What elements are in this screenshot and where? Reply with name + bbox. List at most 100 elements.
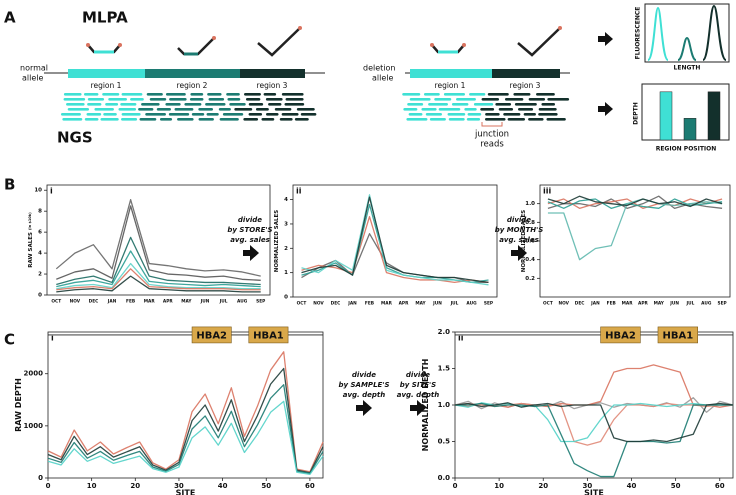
transform-text: by SAMPLE'S	[339, 381, 390, 389]
series-line	[55, 199, 261, 277]
read	[266, 113, 279, 116]
probe-end	[462, 43, 466, 47]
read	[190, 93, 204, 96]
bar	[683, 118, 697, 141]
read	[130, 98, 144, 101]
x-tick-label: NOV	[313, 301, 324, 307]
read	[255, 108, 269, 111]
y-axis-label: NORMALIZED SALES	[274, 210, 280, 272]
axis-label: FLUORESCENCE	[635, 7, 642, 60]
panel-label: C	[4, 331, 15, 349]
read	[189, 98, 204, 101]
probe	[257, 27, 301, 57]
series-line	[56, 262, 261, 290]
region	[410, 69, 492, 78]
x-tick-label: NOV	[70, 299, 81, 305]
read	[495, 103, 512, 106]
read	[174, 108, 194, 111]
region-label: region 1	[91, 81, 122, 90]
read	[227, 98, 241, 101]
read	[285, 98, 304, 101]
read	[83, 93, 99, 96]
y-tick-label: 0.6	[525, 239, 535, 245]
gene-label: HBA1	[662, 330, 693, 341]
x-tick-label: FEB	[126, 299, 135, 305]
x-tick-label: 30	[174, 482, 184, 490]
y-axis-label-text: NORMALIZED DEPTH	[421, 359, 430, 452]
read	[222, 113, 244, 116]
x-tick-label: SEP	[484, 301, 493, 307]
read	[429, 118, 446, 121]
peak	[702, 4, 727, 61]
read	[447, 113, 466, 116]
x-tick-label: DEC	[575, 301, 585, 307]
series-line	[301, 196, 489, 284]
plot-frame	[47, 331, 324, 479]
read	[485, 118, 506, 121]
probe-end	[86, 43, 90, 47]
read	[177, 118, 194, 121]
peak	[647, 6, 669, 61]
read	[425, 113, 442, 116]
bracket	[481, 122, 503, 127]
read	[518, 108, 534, 111]
read	[528, 98, 546, 101]
x-tick-label: 50	[261, 482, 271, 490]
read	[261, 118, 275, 121]
read	[481, 98, 500, 101]
region	[240, 69, 305, 78]
gene-box	[191, 326, 232, 344]
probe-end	[430, 43, 434, 47]
allele-label: allele	[372, 74, 393, 83]
gene-label: HBA2	[196, 330, 227, 341]
series-line	[547, 195, 723, 209]
x-tick-label: DEC	[89, 299, 99, 305]
read	[538, 108, 557, 111]
read	[403, 108, 418, 111]
region-label: region 3	[510, 81, 541, 90]
read	[139, 118, 157, 121]
read	[198, 118, 214, 121]
y-axis-label: NORMALIZED SALES	[521, 210, 527, 272]
gene-box	[248, 326, 289, 344]
panel-number: i	[50, 187, 53, 196]
x-tick-label: DEC	[331, 301, 341, 307]
series-line	[56, 250, 261, 288]
panel-label: A	[4, 9, 16, 27]
y-tick-label: 1.0	[438, 401, 451, 409]
read	[218, 108, 231, 111]
series-line	[47, 384, 324, 474]
gene-box	[657, 326, 698, 344]
transform-text: divide	[406, 371, 430, 379]
bar	[707, 91, 721, 141]
series-line	[301, 194, 489, 286]
region	[145, 69, 240, 78]
x-tick-label: 30	[583, 482, 593, 490]
read	[66, 103, 85, 106]
region	[492, 69, 560, 78]
y-tick-label: 3	[284, 221, 288, 227]
x-tick-label: JUN	[669, 301, 679, 307]
axis-label: LENGTH	[674, 65, 701, 72]
x-tick-label: SEP	[256, 299, 265, 305]
read	[498, 108, 514, 111]
read	[243, 118, 259, 121]
read	[145, 113, 166, 116]
read	[467, 113, 482, 116]
series-line	[455, 402, 733, 478]
x-tick-label: OCT	[543, 301, 553, 307]
read	[407, 103, 424, 106]
read	[121, 93, 143, 96]
read	[408, 113, 423, 116]
y-tick-label: 8	[38, 209, 42, 215]
arrow	[598, 102, 613, 116]
panel-number: ii	[296, 187, 302, 196]
x-tick-label: JUN	[200, 299, 210, 305]
read	[485, 113, 500, 116]
y-tick-label: 4	[284, 197, 288, 203]
transform-text: divide	[238, 216, 262, 224]
read	[108, 98, 127, 101]
read	[121, 118, 138, 121]
read	[281, 113, 299, 116]
y-axis-label-text: NORMALIZED SALES	[521, 210, 527, 272]
